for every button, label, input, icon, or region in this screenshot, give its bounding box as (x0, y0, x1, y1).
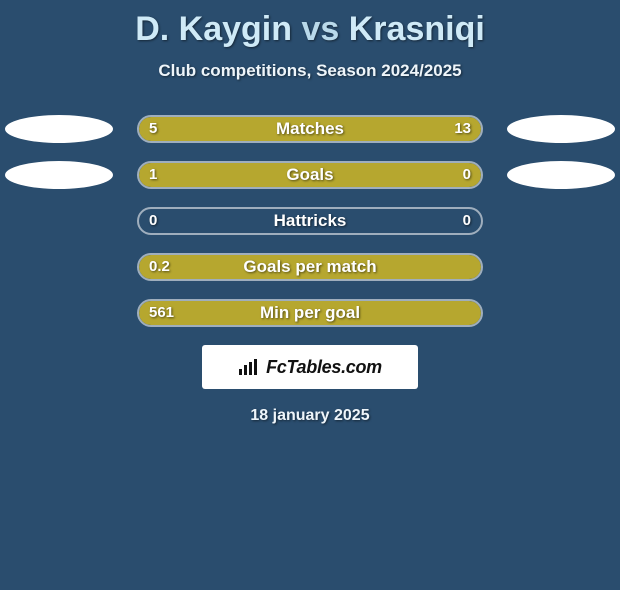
subtitle: Club competitions, Season 2024/2025 (0, 61, 620, 81)
bar-track (137, 253, 483, 281)
bar-track (137, 299, 483, 327)
bar-right (402, 163, 481, 187)
stat-row: 513Matches (0, 115, 620, 143)
bar-left (139, 117, 235, 141)
bar-track (137, 115, 483, 143)
team-badge-right (507, 115, 615, 143)
bar-right (235, 117, 481, 141)
bar-left (139, 255, 481, 279)
brand-text: FcTables.com (266, 357, 382, 378)
bar-left (139, 163, 402, 187)
title-left-player: D. Kaygin (135, 10, 292, 48)
title-right-player: Krasniqi (349, 10, 485, 48)
stats-container: 513Matches 10Goals 00Hattricks 0.2Goals per… (0, 115, 620, 327)
team-badge-left (5, 115, 113, 143)
brand-box: FcTables.com (202, 345, 418, 389)
team-badge-left (5, 161, 113, 189)
team-badge-right (507, 161, 615, 189)
brand-chart-icon (238, 358, 260, 376)
bar-left (139, 301, 481, 325)
stat-row: 561Min per goal (0, 299, 620, 327)
bar-track (137, 207, 483, 235)
bar-track (137, 161, 483, 189)
datestamp: 18 january 2025 (0, 407, 620, 425)
stat-row: 00Hattricks (0, 207, 620, 235)
page-title: D. Kaygin vs Krasniqi (0, 10, 620, 49)
stat-row: 0.2Goals per match (0, 253, 620, 281)
stat-row: 10Goals (0, 161, 620, 189)
title-vs: vs (301, 10, 339, 48)
